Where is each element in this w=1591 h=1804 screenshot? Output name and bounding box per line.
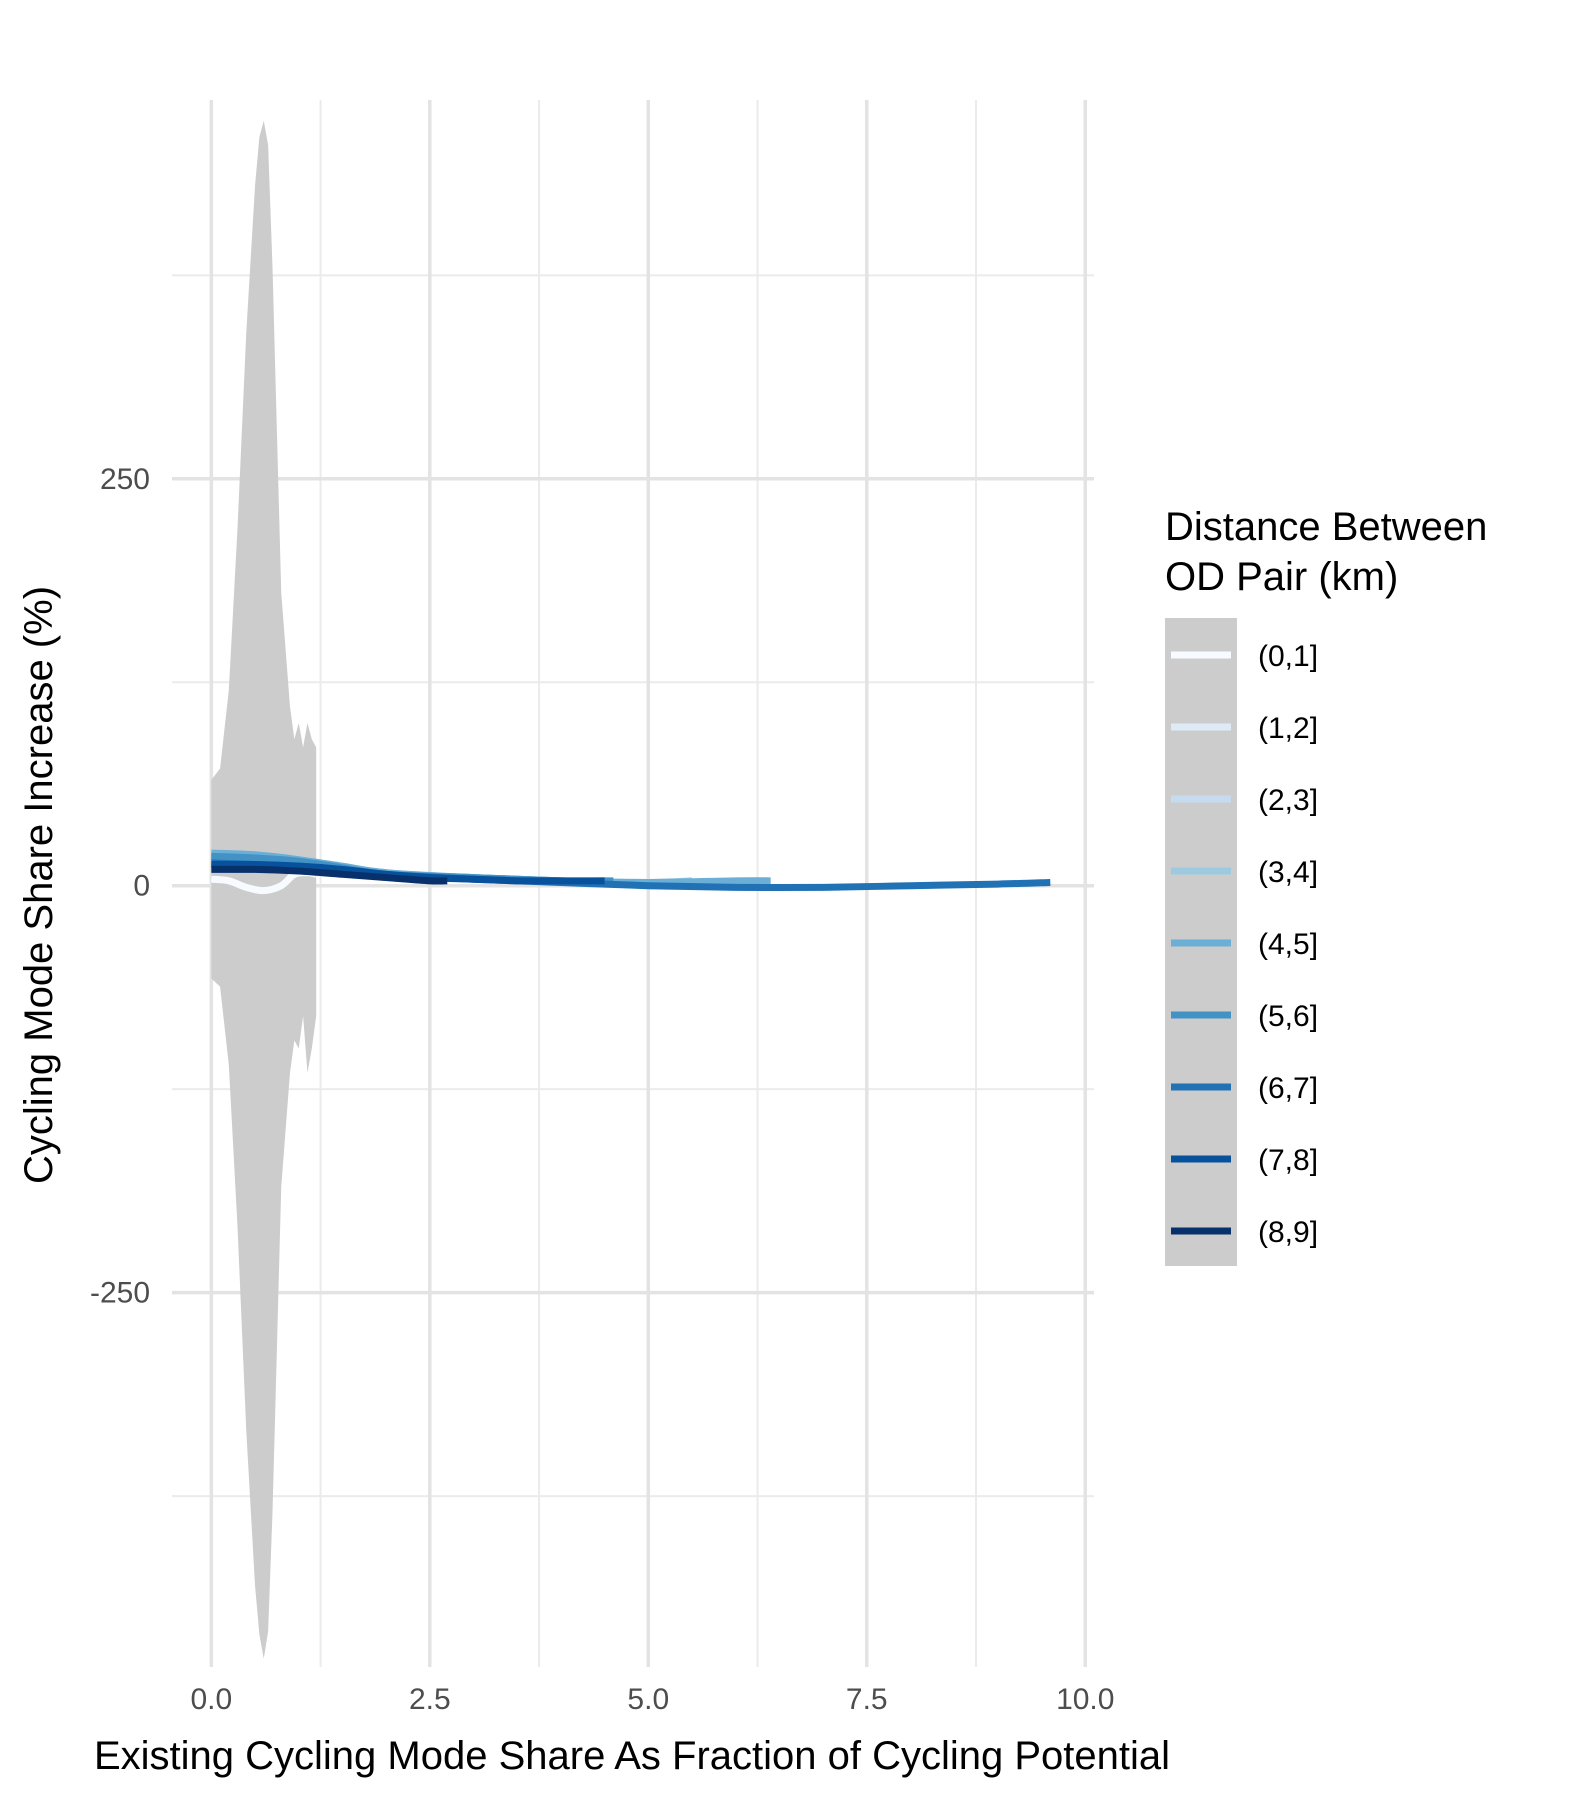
- y-tick-label: -250: [90, 1277, 150, 1310]
- x-tick-labels: 0.0 2.5 5.0 7.5 10.0: [190, 1683, 1114, 1716]
- legend-title-line-1: Distance Between: [1165, 505, 1487, 549]
- x-axis-title: Existing Cycling Mode Share As Fraction …: [94, 1734, 1170, 1778]
- x-tick-label: 10.0: [1056, 1683, 1114, 1716]
- legend-label-9: (8,9]: [1258, 1216, 1318, 1249]
- legend-title-line-2: OD Pair (km): [1165, 555, 1398, 599]
- legend: Distance Between OD Pair (km) (0,1] (1,2]…: [1165, 505, 1487, 1266]
- legend-items: (0,1] (1,2] (2,3] (3,4] (4,5] (5,6] (6,7] (7,8]…: [1171, 640, 1318, 1249]
- y-axis-title: Cycling Mode Share Increase (%): [17, 586, 61, 1184]
- y-tick-label: 0: [133, 870, 150, 903]
- x-tick-label: 5.0: [627, 1683, 669, 1716]
- legend-label-1: (0,1]: [1258, 640, 1318, 673]
- x-tick-label: 0.0: [190, 1683, 232, 1716]
- legend-label-4: (3,4]: [1258, 856, 1318, 889]
- legend-label-8: (7,8]: [1258, 1144, 1318, 1177]
- legend-label-3: (2,3]: [1258, 784, 1318, 817]
- x-tick-label: 2.5: [409, 1683, 451, 1716]
- series-lines: [211, 849, 1051, 895]
- legend-label-6: (5,6]: [1258, 1000, 1318, 1033]
- legend-label-2: (1,2]: [1258, 712, 1318, 745]
- y-tick-labels: -250 0 250: [90, 463, 150, 1310]
- series-line-9: [211, 865, 448, 885]
- x-tick-label: 7.5: [846, 1683, 888, 1716]
- legend-label-7: (6,7]: [1258, 1072, 1318, 1105]
- legend-label-5: (4,5]: [1258, 928, 1318, 961]
- y-tick-label: 250: [100, 463, 150, 496]
